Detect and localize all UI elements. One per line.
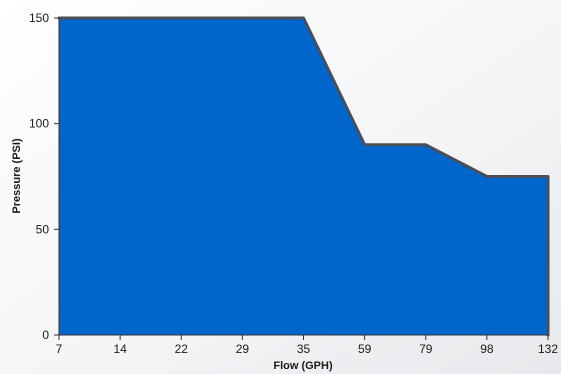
y-tick-label: 150: [29, 11, 49, 25]
plot-area: [57, 16, 550, 337]
x-axis-title: Flow (GPH): [273, 360, 333, 372]
x-tick-label: 59: [358, 342, 372, 356]
x-tick-label: 132: [538, 342, 558, 356]
x-tick-label: 7: [56, 342, 63, 356]
y-tick-label: 50: [36, 222, 50, 236]
x-axis-ticks: 7 14 22 29 35 59 79 98 132: [56, 335, 558, 356]
y-axis-title: Pressure (PSI): [11, 138, 23, 214]
area-fill: [59, 18, 548, 335]
x-tick-label: 79: [419, 342, 433, 356]
x-tick-label: 22: [175, 342, 189, 356]
x-tick-label: 35: [297, 342, 311, 356]
y-tick-label: 0: [42, 328, 49, 342]
x-tick-label: 14: [113, 342, 127, 356]
series-line: [57, 16, 550, 337]
x-tick-label: 29: [236, 342, 250, 356]
y-tick-label: 100: [29, 117, 49, 131]
x-tick-label: 98: [480, 342, 494, 356]
y-axis-ticks: 0 50 100 150: [29, 11, 59, 342]
